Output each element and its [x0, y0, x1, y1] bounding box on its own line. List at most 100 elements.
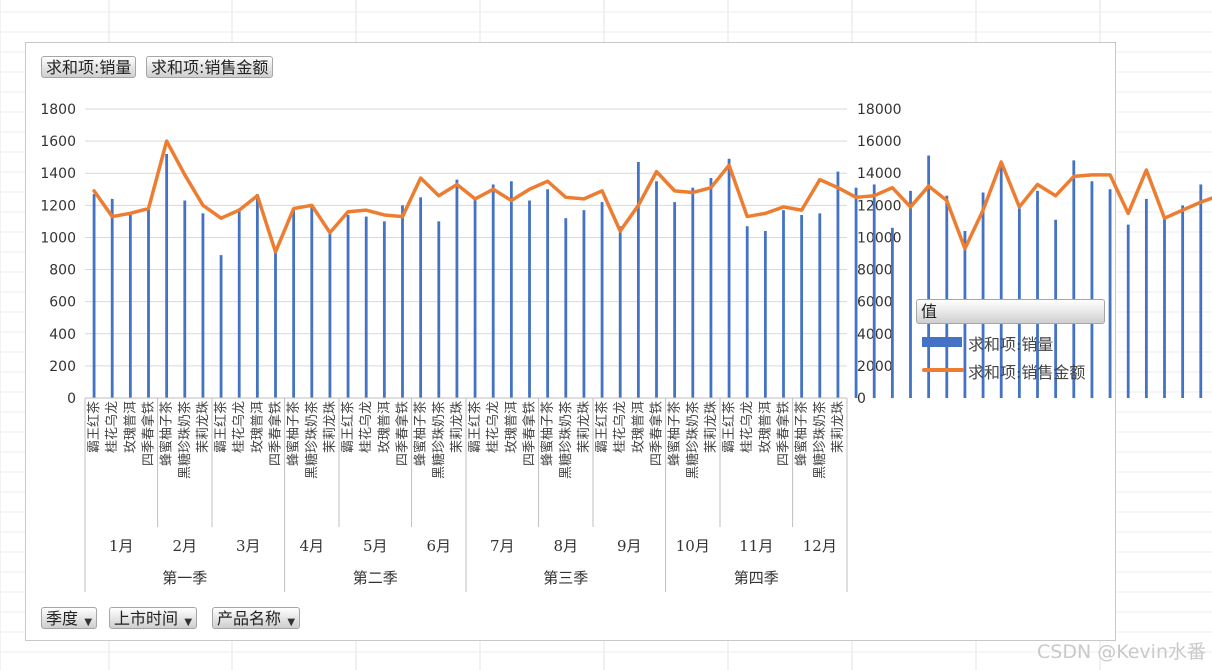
bar: [1108, 189, 1112, 398]
bar: [165, 153, 169, 398]
value-field-label: 求和项:销量: [46, 58, 132, 77]
value-field-label: 求和项:销售金额: [151, 58, 269, 77]
y-left-tick-label: 1600: [40, 134, 76, 150]
bar: [618, 226, 622, 398]
x-tick-label: 霸王红茶: [594, 401, 610, 453]
x-tick-label: 霸王红茶: [86, 401, 102, 453]
x-tick-label: 桂花乌龙: [485, 401, 501, 453]
quarter-label: 第二季: [353, 569, 398, 587]
bar: [636, 161, 640, 398]
x-tick-label: 蜂蜜柚子茶: [286, 401, 302, 466]
line-swatch-icon: [922, 368, 964, 372]
month-label: 2月: [173, 537, 198, 555]
x-tick-label: 蜂蜜柚子茶: [159, 401, 175, 466]
x-tick-label: 桂花乌龙: [231, 401, 247, 453]
bar: [800, 214, 804, 398]
month-label: 9月: [617, 537, 642, 555]
bar: [709, 178, 713, 398]
x-tick-label: 桂花乌龙: [358, 401, 374, 453]
bar: [818, 213, 822, 398]
x-tick-label: 茉莉龙珠: [831, 401, 846, 453]
bar: [763, 231, 767, 398]
dropdown-arrow-icon: ▼: [84, 617, 93, 628]
y-left-tick-label: 800: [49, 263, 76, 279]
x-tick-label: 茉莉龙珠: [323, 401, 338, 453]
bar: [582, 210, 586, 398]
bar: [237, 208, 241, 398]
bar: [346, 214, 350, 398]
value-field-button-sales-qty[interactable]: 求和项:销量: [41, 56, 137, 78]
x-tick-label: 玫瑰普洱: [630, 401, 646, 453]
legend-label: 求和项:销售金额: [968, 363, 1086, 382]
x-tick-label: 玫瑰普洱: [122, 401, 138, 453]
x-tick-label: 霸王红茶: [721, 401, 737, 453]
filter-button-product-name[interactable]: 产品名称 ▼: [212, 607, 301, 629]
x-tick-label: 玫瑰普洱: [376, 401, 392, 453]
y-right-tick-label: 0: [857, 391, 866, 407]
x-tick-label: 蜂蜜柚子茶: [413, 401, 429, 466]
month-label: 5月: [363, 537, 388, 555]
bar: [691, 187, 695, 398]
x-tick-label: 茉莉龙珠: [450, 401, 465, 453]
month-label: 11月: [739, 537, 773, 555]
bar: [419, 197, 423, 398]
x-tick-label: 四季春拿铁: [522, 401, 538, 466]
bar: [745, 226, 749, 398]
bar: [183, 200, 187, 398]
value-field-button-sales-amount[interactable]: 求和项:销售金额: [146, 56, 274, 78]
x-tick-label: 四季春拿铁: [141, 401, 157, 466]
filter-label: 季度: [46, 609, 79, 628]
x-tick-label: 茉莉龙珠: [577, 401, 592, 453]
y-left-tick-label: 1400: [40, 166, 76, 182]
filter-button-quarter[interactable]: 季度 ▼: [41, 607, 98, 629]
bar: [255, 194, 259, 398]
bar: [836, 171, 840, 398]
bar-swatch-icon: [922, 337, 962, 347]
x-tick-label: 四季春拿铁: [395, 401, 411, 466]
month-label: 7月: [490, 537, 515, 555]
month-label: 12月: [803, 537, 837, 555]
bar: [382, 221, 386, 398]
bar: [201, 213, 205, 398]
bar: [491, 184, 495, 398]
sales-amount-line: [92, 139, 1212, 254]
dropdown-arrow-icon: ▼: [287, 617, 296, 628]
bar: [782, 210, 785, 398]
x-tick-label: 黑糖珍珠奶茶: [812, 401, 828, 479]
x-tick-label: 黑糖珍珠奶茶: [685, 401, 701, 479]
y-right-tick-label: 16000: [857, 134, 902, 150]
bar: [528, 200, 531, 398]
month-label: 1月: [109, 537, 134, 555]
bar: [328, 231, 332, 398]
bar: [1126, 224, 1130, 398]
quarter-label: 第一季: [162, 569, 207, 587]
bar: [727, 158, 731, 398]
y-left-tick-label: 1200: [40, 198, 76, 214]
bar: [1072, 160, 1076, 398]
x-tick-label: 霸王红茶: [467, 401, 483, 453]
bar: [655, 181, 658, 398]
bar: [999, 163, 1003, 398]
bar: [872, 184, 876, 398]
legend-title-button[interactable]: 值: [916, 299, 1105, 324]
x-tick-label: 四季春拿铁: [776, 401, 792, 466]
dropdown-arrow-icon: ▼: [184, 617, 193, 628]
x-tick-label: 蜂蜜柚子茶: [540, 401, 556, 466]
x-tick-label: 桂花乌龙: [104, 401, 120, 453]
legend-label: 求和项:销量: [968, 335, 1054, 354]
y-left-tick-label: 1000: [40, 230, 76, 246]
filter-button-launch-time[interactable]: 上市时间 ▼: [109, 607, 198, 629]
bar: [1036, 190, 1039, 398]
month-label: 3月: [236, 537, 261, 555]
x-tick-label: 黑糖珍珠奶茶: [177, 401, 193, 479]
y-right-tick-label: 10000: [857, 230, 902, 246]
bar: [1181, 205, 1185, 398]
y-left-tick-label: 600: [49, 295, 76, 311]
x-tick-label: 玫瑰普洱: [249, 401, 265, 453]
quarter-label: 第三季: [543, 569, 588, 587]
bar: [546, 189, 550, 398]
x-tick-label: 玫瑰普洱: [757, 401, 773, 453]
bar: [600, 202, 604, 398]
bar: [890, 227, 894, 398]
